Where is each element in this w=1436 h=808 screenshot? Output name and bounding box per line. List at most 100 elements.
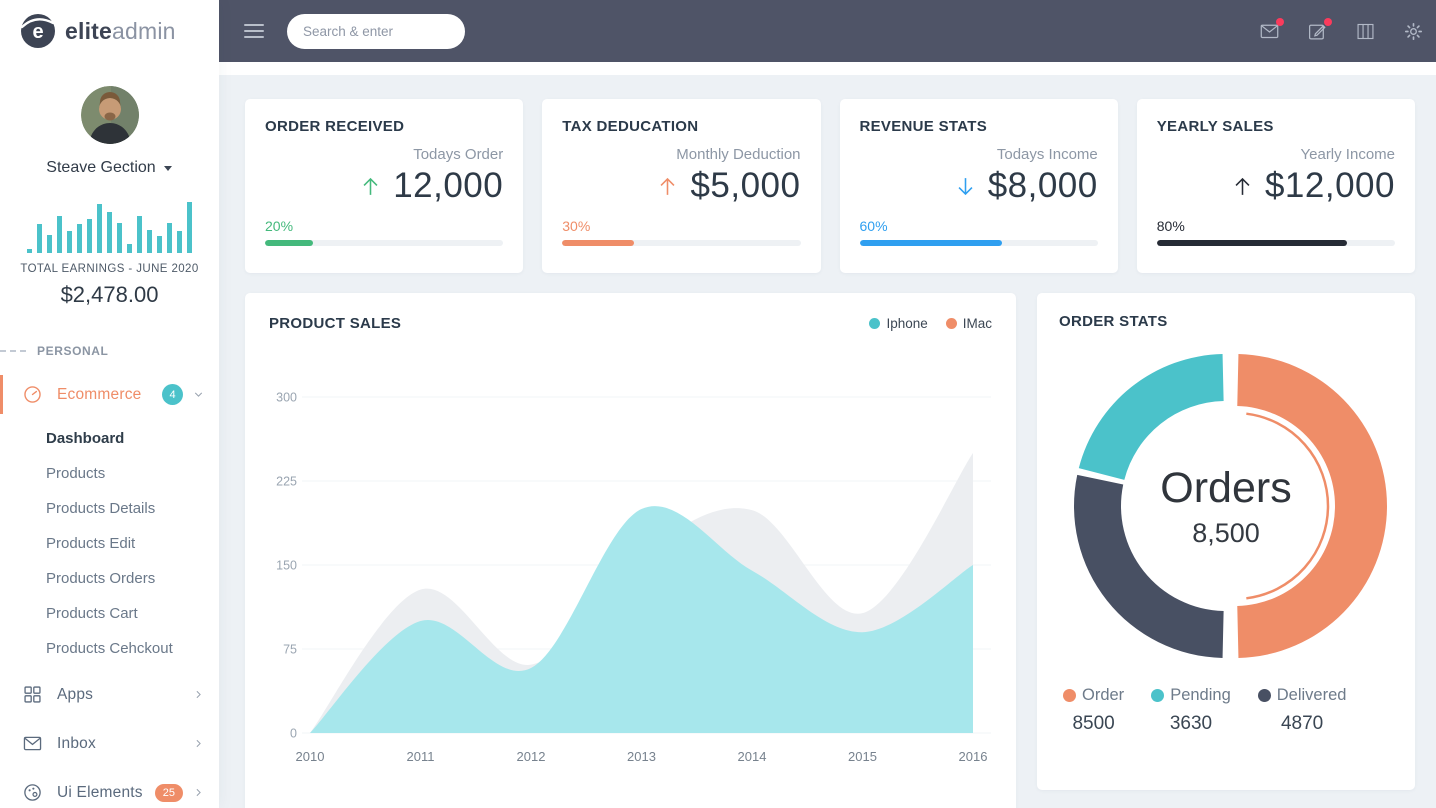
legend-dot	[945, 318, 957, 329]
legend-dot	[1151, 689, 1165, 702]
legend-item-imac[interactable]: IMac	[945, 316, 992, 331]
svg-text:75: 75	[283, 643, 297, 657]
svg-text:150: 150	[276, 559, 297, 573]
earnings-amount: $2,478.00	[60, 282, 159, 307]
sidebar-item-products[interactable]: Products	[0, 456, 219, 491]
chevron-right-icon	[196, 739, 201, 748]
svg-text:2011: 2011	[407, 749, 435, 764]
stat-card-order-received: ORDER RECEIVED Todays Order 12,000 20%	[245, 99, 524, 273]
legend-label: Iphone	[886, 316, 928, 331]
sidebar-item-products-edit[interactable]: Products Edit	[0, 526, 219, 561]
stat-card-tax-deducation: TAX DEDUCATION Monthly Deduction $5,000 …	[542, 99, 821, 273]
donut-center-label: Orders	[1160, 464, 1291, 512]
stat-subtitle: Todays Income	[996, 146, 1098, 163]
product-sales-title: PRODUCT SALES	[269, 315, 402, 332]
product-sales-area-chart: 0 75 150 225 300 2010 2011 2012 2013 2014 2015 2016	[276, 391, 991, 764]
legend-item-order[interactable]: Order 8500	[1063, 686, 1124, 735]
sidebar-menu: Ecommerce 4 Dashboard Products Products …	[0, 370, 219, 808]
legend-item-pending[interactable]: Pending 3630	[1151, 686, 1231, 735]
svg-text:225: 225	[276, 475, 297, 489]
user-menu[interactable]: Steave Gection	[46, 159, 172, 177]
chevron-down-icon	[194, 392, 203, 397]
compose-icon[interactable]	[1307, 17, 1332, 42]
trend-arrow-icon	[363, 177, 378, 195]
gear-icon[interactable]	[1403, 21, 1424, 42]
progress-fill	[1156, 240, 1348, 246]
stat-cards-row: ORDER RECEIVED Todays Order 12,000 20% T…	[219, 75, 1436, 273]
legend-label: Pending	[1170, 686, 1231, 704]
svg-text:2014: 2014	[738, 749, 767, 764]
svg-text:2010: 2010	[296, 749, 325, 764]
sidebar-item-label: Ui Elements	[57, 783, 143, 801]
mail-notification-dot	[1276, 17, 1284, 26]
progress-bar	[1156, 240, 1395, 246]
user-name: Steave Gection	[46, 159, 156, 176]
logo-icon: e	[20, 14, 55, 48]
top-navbar	[219, 0, 1436, 62]
order-stats-card: ORDER STATS Orders 8,500 Order 8500 Pend…	[1037, 293, 1415, 790]
sidebar-item-products-cart[interactable]: Products Cart	[0, 596, 219, 631]
stat-title: TAX DEDUCATION	[562, 118, 699, 135]
compose-notification-dot	[1324, 17, 1332, 26]
section-dash	[0, 350, 26, 352]
svg-text:2013: 2013	[627, 749, 656, 764]
sidebar-item-label: Ecommerce	[57, 385, 142, 403]
legend-item-iphone[interactable]: Iphone	[869, 316, 928, 331]
logo-text: eliteadmin	[65, 18, 176, 45]
product-sales-card: PRODUCT SALES Iphone IMac 0 75 150 225 300 20…	[245, 293, 1016, 808]
submenu-label: Products Cehckout	[46, 640, 173, 657]
speedometer-icon	[24, 386, 41, 403]
earnings-label: TOTAL EARNINGS - JUNE 2020	[20, 263, 199, 275]
caret-down-icon	[163, 166, 172, 171]
product-sales-legend: Iphone IMac	[869, 316, 992, 331]
search-input[interactable]	[303, 23, 449, 39]
logo-text-light: admin	[112, 17, 176, 44]
search-box	[287, 13, 465, 49]
ecommerce-badge: 4	[162, 384, 183, 405]
sidebar-item-ecommerce[interactable]: Ecommerce 4	[0, 370, 219, 419]
progress-bar	[859, 240, 1098, 246]
navbar-actions	[1259, 17, 1424, 42]
stat-card-yearly-sales: YEARLY SALES Yearly Income $12,000 80%	[1136, 99, 1415, 273]
sidebar-item-products-orders[interactable]: Products Orders	[0, 561, 219, 596]
progress-fill	[859, 240, 1003, 246]
earnings-widget: TOTAL EARNINGS - JUNE 2020 $2,478.00	[0, 201, 219, 308]
chevron-right-icon	[196, 690, 201, 699]
trend-arrow-icon	[660, 177, 675, 195]
palette-icon	[24, 784, 41, 801]
sidebar-item-products-checkout[interactable]: Products Cehckout	[0, 631, 219, 666]
trend-arrow-icon	[1235, 177, 1250, 195]
legend-value: 3630	[1169, 713, 1213, 734]
sidebar-item-dashboard[interactable]: Dashboard	[0, 421, 219, 456]
stat-value: 12,000	[393, 166, 504, 205]
svg-text:e: e	[32, 21, 43, 43]
logo[interactable]: e eliteadmin	[0, 0, 219, 62]
submenu-label: Dashboard	[46, 430, 125, 447]
donut-center-value: 8,500	[1192, 518, 1260, 548]
avatar[interactable]	[80, 86, 139, 144]
stat-subtitle: Todays Order	[413, 146, 504, 163]
submenu-label: Products Cart	[46, 605, 138, 622]
sidebar-item-apps[interactable]: Apps	[0, 670, 219, 719]
sidebar-item-ui-elements[interactable]: Ui Elements 25	[0, 768, 219, 808]
hamburger-icon[interactable]	[244, 24, 264, 38]
mail-icon[interactable]	[1259, 17, 1284, 42]
chevron-right-icon	[196, 788, 201, 797]
stat-title: ORDER RECEIVED	[265, 118, 405, 135]
legend-value: 4870	[1280, 713, 1324, 734]
legend-item-delivered[interactable]: Delivered 4870	[1257, 686, 1346, 735]
sidebar-item-label: Apps	[57, 685, 94, 703]
sidebar-item-inbox[interactable]: Inbox	[0, 719, 219, 768]
sidebar-section-personal: PERSONAL	[0, 344, 219, 358]
envelope-icon	[23, 736, 42, 751]
stat-percent: 30%	[562, 218, 591, 234]
order-stats-title: ORDER STATS	[1059, 313, 1168, 330]
stat-value: $8,000	[987, 166, 1098, 205]
submenu-label: Products Orders	[46, 570, 156, 587]
svg-text:2012: 2012	[517, 749, 546, 764]
sidebar-item-products-details[interactable]: Products Details	[0, 491, 219, 526]
svg-text:2016: 2016	[959, 749, 988, 764]
stat-card-revenue-stats: REVENUE STATS Todays Income $8,000 60%	[839, 99, 1118, 273]
grid-icon[interactable]	[1355, 21, 1376, 42]
legend-value: 8500	[1072, 713, 1115, 734]
